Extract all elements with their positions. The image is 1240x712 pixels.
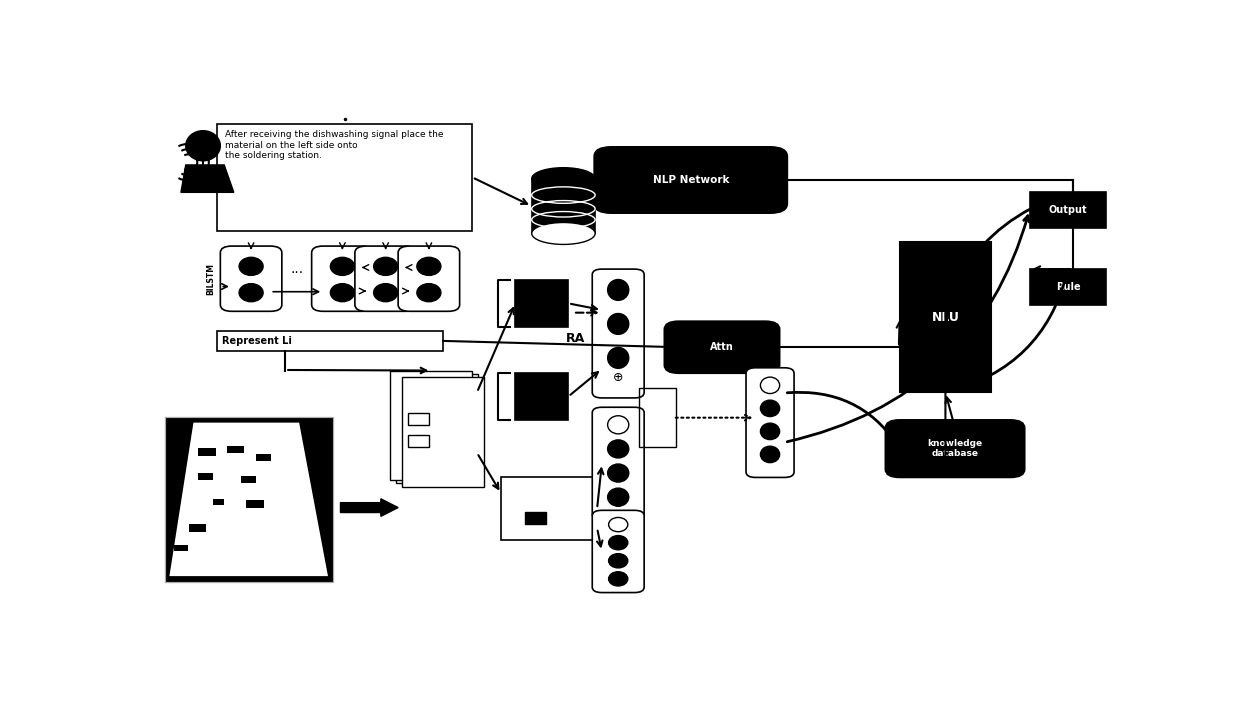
Ellipse shape — [417, 257, 441, 276]
Bar — [532, 179, 595, 234]
Ellipse shape — [609, 554, 627, 568]
FancyBboxPatch shape — [593, 511, 644, 592]
Ellipse shape — [239, 283, 263, 302]
Bar — [408, 413, 429, 425]
FancyBboxPatch shape — [594, 147, 787, 213]
Ellipse shape — [239, 257, 263, 276]
FancyBboxPatch shape — [665, 321, 780, 373]
FancyBboxPatch shape — [746, 368, 794, 478]
Polygon shape — [170, 423, 327, 576]
Bar — [198, 473, 213, 480]
Text: After receiving the dishwashing signal place the
material on the left side onto
: After receiving the dishwashing signal p… — [226, 130, 444, 160]
Ellipse shape — [532, 222, 595, 244]
Bar — [640, 388, 676, 447]
Bar — [198, 449, 216, 456]
Ellipse shape — [760, 400, 780, 417]
FancyBboxPatch shape — [885, 420, 1024, 478]
Bar — [525, 512, 546, 524]
Bar — [516, 373, 568, 420]
Text: ...: ... — [290, 262, 304, 276]
Bar — [213, 499, 224, 505]
Bar — [516, 280, 568, 327]
Bar — [242, 476, 255, 483]
Text: RA: RA — [565, 333, 585, 345]
Ellipse shape — [373, 257, 398, 276]
Ellipse shape — [608, 488, 629, 506]
Bar — [391, 370, 472, 480]
Text: NLP Network: NLP Network — [652, 175, 729, 185]
Bar — [1029, 269, 1106, 305]
FancyBboxPatch shape — [355, 246, 417, 311]
Text: BILSTM: BILSTM — [206, 263, 216, 295]
Text: NLU: NLU — [931, 310, 960, 323]
Text: knowledge
database: knowledge database — [928, 439, 982, 459]
Bar — [217, 330, 444, 351]
Bar — [402, 377, 484, 487]
Ellipse shape — [608, 416, 629, 434]
Text: ⊕: ⊕ — [613, 371, 624, 384]
Ellipse shape — [608, 347, 629, 368]
Bar — [227, 446, 244, 453]
Text: ⊕: ⊕ — [613, 497, 624, 510]
Ellipse shape — [609, 518, 627, 532]
Text: Attn: Attn — [711, 342, 734, 352]
Bar — [165, 417, 332, 582]
Ellipse shape — [760, 423, 780, 439]
Ellipse shape — [373, 283, 398, 302]
Text: Represent Li: Represent Li — [222, 336, 293, 346]
Ellipse shape — [609, 535, 627, 550]
Ellipse shape — [532, 168, 595, 189]
FancyBboxPatch shape — [311, 246, 373, 311]
Bar — [174, 545, 187, 551]
Text: Rule: Rule — [1055, 282, 1080, 292]
Bar — [1029, 192, 1106, 228]
Bar — [247, 501, 264, 508]
Bar — [188, 524, 206, 533]
Ellipse shape — [760, 377, 780, 394]
Bar — [255, 454, 272, 461]
Ellipse shape — [608, 440, 629, 458]
FancyBboxPatch shape — [221, 246, 281, 311]
Text: Output: Output — [1049, 205, 1087, 215]
Ellipse shape — [760, 446, 780, 463]
FancyBboxPatch shape — [593, 269, 644, 398]
Polygon shape — [181, 165, 234, 192]
Ellipse shape — [608, 464, 629, 482]
Bar — [165, 417, 332, 582]
Ellipse shape — [330, 257, 355, 276]
Bar — [900, 241, 991, 392]
Bar — [408, 435, 429, 447]
Ellipse shape — [330, 283, 355, 302]
FancyArrow shape — [341, 499, 398, 516]
Bar — [501, 478, 596, 540]
Ellipse shape — [417, 283, 441, 302]
FancyBboxPatch shape — [593, 407, 644, 520]
Ellipse shape — [608, 313, 629, 335]
Ellipse shape — [186, 131, 221, 161]
Bar — [217, 124, 472, 231]
Ellipse shape — [609, 572, 627, 586]
Ellipse shape — [608, 280, 629, 300]
FancyBboxPatch shape — [398, 246, 460, 311]
Bar — [397, 374, 477, 483]
